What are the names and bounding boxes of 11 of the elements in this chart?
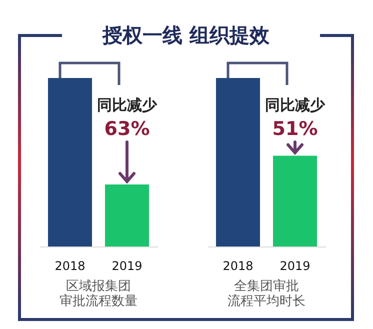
x-tick-label: 2019 bbox=[112, 259, 142, 273]
annotation: 63% bbox=[104, 118, 150, 140]
x-tick-label: 2019 bbox=[280, 259, 310, 273]
annotation: 同比减少 bbox=[265, 96, 326, 114]
x-tick-label: 2018 bbox=[222, 259, 254, 273]
x-tick-label: 2018 bbox=[54, 259, 86, 273]
annotation: 同比减少 bbox=[97, 96, 158, 114]
x-axis-title: 全集团审批流程平均时长 bbox=[228, 278, 306, 309]
x-axis-title: 区域报集团审批流程数量 bbox=[60, 279, 138, 309]
annotation: 51% bbox=[272, 118, 318, 140]
chart-title: 授权一线 组织提效 bbox=[102, 23, 270, 47]
